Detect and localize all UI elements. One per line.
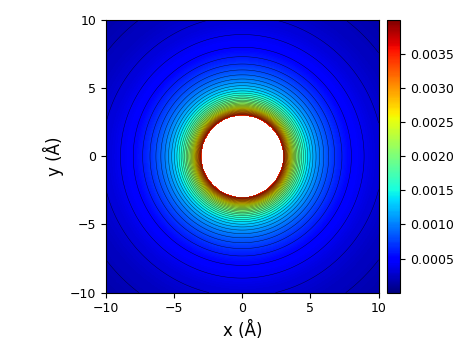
Y-axis label: y (Å): y (Å) bbox=[43, 137, 64, 176]
X-axis label: x (Å): x (Å) bbox=[223, 321, 262, 340]
